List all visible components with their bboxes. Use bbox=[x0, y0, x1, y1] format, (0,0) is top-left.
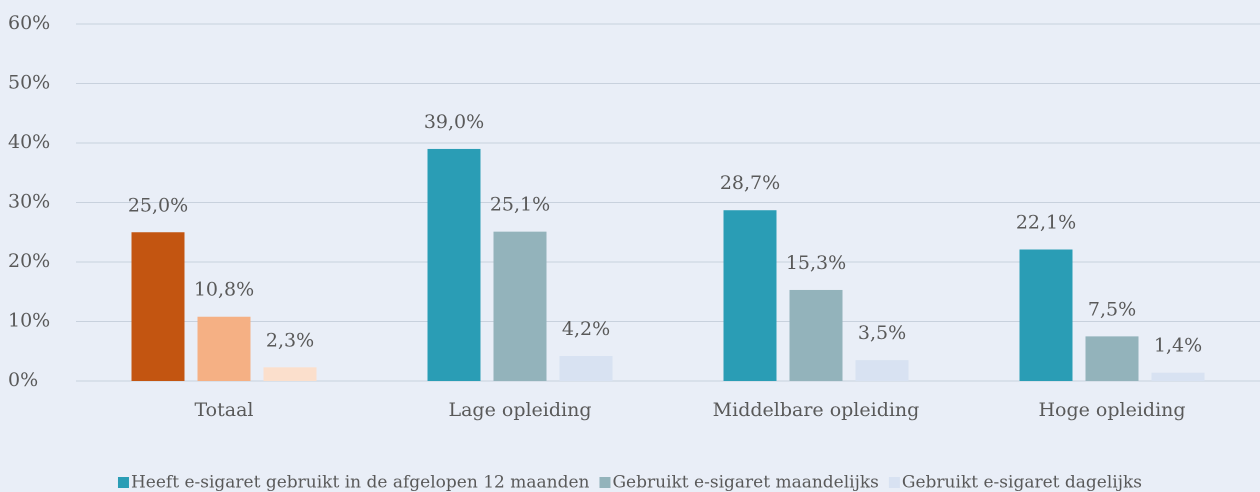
legend-label: Heeft e-sigaret gebruikt in de afgelopen… bbox=[131, 473, 590, 492]
y-tick-label: 10% bbox=[8, 310, 50, 332]
bar bbox=[559, 356, 613, 381]
bar bbox=[1085, 336, 1139, 381]
legend-swatch bbox=[599, 477, 611, 488]
value-label: 7,5% bbox=[1088, 298, 1136, 320]
x-tick-label: Lage opleiding bbox=[448, 399, 591, 421]
bar bbox=[855, 360, 909, 381]
value-label: 1,4% bbox=[1154, 335, 1202, 357]
legend-swatch bbox=[888, 477, 900, 488]
legend-label: Gebruikt e-sigaret dagelijks bbox=[902, 473, 1142, 492]
bar bbox=[493, 231, 547, 381]
y-tick-label: 60% bbox=[8, 12, 50, 34]
bar bbox=[1151, 372, 1205, 381]
y-tick-label: 50% bbox=[8, 72, 50, 94]
legend-swatch bbox=[117, 477, 129, 488]
bar bbox=[789, 289, 843, 381]
bar bbox=[427, 148, 481, 381]
value-label: 2,3% bbox=[266, 329, 314, 351]
bar bbox=[723, 210, 777, 381]
bar bbox=[131, 232, 185, 381]
x-tick-label: Totaal bbox=[194, 399, 253, 421]
value-label: 10,8% bbox=[194, 279, 254, 301]
y-tick-label: 20% bbox=[8, 250, 50, 272]
legend-label: Gebruikt e-sigaret maandelijks bbox=[612, 473, 878, 492]
bar bbox=[263, 367, 317, 381]
value-label: 4,2% bbox=[562, 318, 610, 340]
y-tick-label: 30% bbox=[8, 191, 50, 213]
value-label: 39,0% bbox=[424, 111, 484, 133]
value-label: 22,1% bbox=[1016, 212, 1076, 234]
value-label: 28,7% bbox=[720, 172, 780, 194]
bar bbox=[197, 316, 251, 381]
value-label: 3,5% bbox=[858, 322, 906, 344]
bar bbox=[1019, 249, 1073, 381]
x-tick-label: Hoge opleiding bbox=[1038, 399, 1185, 421]
value-label: 25,0% bbox=[128, 194, 188, 216]
y-tick-label: 40% bbox=[8, 131, 50, 153]
value-label: 15,3% bbox=[786, 252, 846, 274]
y-tick-label: 0% bbox=[8, 369, 38, 391]
value-label: 25,1% bbox=[490, 194, 550, 216]
x-tick-label: Middelbare opleiding bbox=[713, 399, 920, 421]
